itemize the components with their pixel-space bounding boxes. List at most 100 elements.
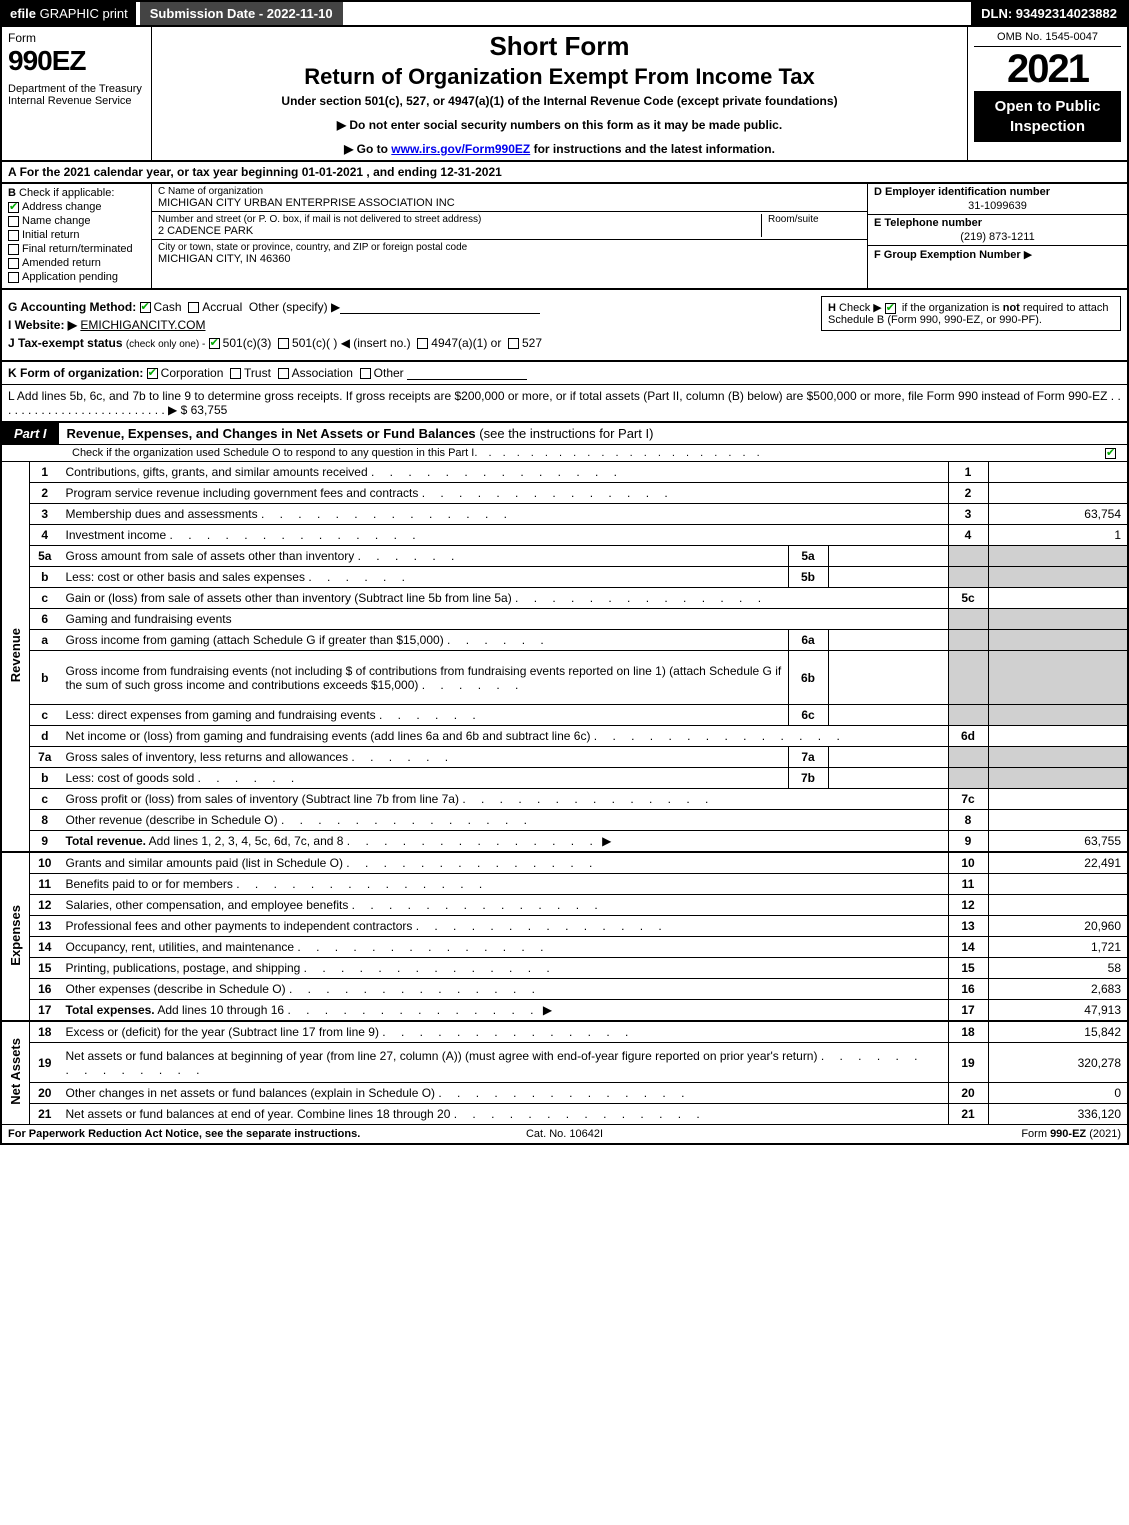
form-number: 990EZ: [8, 45, 145, 77]
line-number: 11: [30, 874, 60, 895]
k-label: K Form of organization:: [8, 366, 143, 380]
line-amt-col: [988, 567, 1128, 588]
chk-name-change[interactable]: Name change: [8, 215, 145, 227]
line-desc: Less: cost or other basis and sales expe…: [60, 567, 789, 588]
k-trust-checkbox[interactable]: [230, 368, 241, 379]
line-number: c: [30, 705, 60, 726]
irs-link[interactable]: www.irs.gov/Form990EZ: [391, 142, 530, 156]
chk-initial-return[interactable]: Initial return: [8, 229, 145, 241]
k-opt-0: Corporation: [161, 366, 224, 380]
j-opt2: 501(c)( ) ◀ (insert no.): [292, 336, 411, 350]
line-desc: Gross income from fundraising events (no…: [60, 651, 789, 705]
line-row: bLess: cost or other basis and sales exp…: [1, 567, 1128, 588]
k-other-checkbox[interactable]: [360, 368, 371, 379]
part1-subline: Check if the organization used Schedule …: [0, 445, 1129, 462]
c-name-cell: C Name of organization MICHIGAN CITY URB…: [152, 184, 867, 212]
k-corp-checkbox[interactable]: [147, 368, 158, 379]
h-checkbox[interactable]: [885, 303, 896, 314]
chk-final-return[interactable]: Final return/terminated: [8, 243, 145, 255]
line-row: 7aGross sales of inventory, less returns…: [1, 747, 1128, 768]
line-row: 8Other revenue (describe in Schedule O) …: [1, 810, 1128, 831]
sub-value[interactable]: [828, 567, 948, 588]
g-label: G Accounting Method:: [8, 300, 136, 314]
line-num-col: 7c: [948, 789, 988, 810]
j-opt3: 4947(a)(1) or: [431, 336, 501, 350]
sub-value[interactable]: [828, 768, 948, 789]
room-suite-label: Room/suite: [768, 214, 861, 225]
chk-application-pending[interactable]: Application pending: [8, 271, 145, 283]
part1-title-text: Revenue, Expenses, and Changes in Net As…: [67, 426, 476, 441]
sub-label: 6a: [788, 630, 828, 651]
under-section: Under section 501(c), 527, or 4947(a)(1)…: [160, 94, 959, 108]
part1-sub-text: Check if the organization used Schedule …: [72, 447, 474, 459]
page-footer: For Paperwork Reduction Act Notice, see …: [0, 1125, 1129, 1145]
sub-value[interactable]: [828, 705, 948, 726]
checkbox-icon[interactable]: [8, 216, 19, 227]
sub-value[interactable]: [828, 747, 948, 768]
line-row: 15Printing, publications, postage, and s…: [1, 958, 1128, 979]
checkbox-icon[interactable]: [8, 272, 19, 283]
h-text1: Check ▶: [839, 302, 882, 314]
line-row: 11Benefits paid to or for members . . . …: [1, 874, 1128, 895]
line-amt-col: [988, 588, 1128, 609]
checkbox-icon[interactable]: [8, 202, 19, 213]
line-row: 2Program service revenue including gover…: [1, 483, 1128, 504]
g-other-input[interactable]: [340, 300, 540, 314]
bullet2-prefix: ▶ Go to: [344, 142, 391, 156]
line-num-col: 6d: [948, 726, 988, 747]
row-a-label: A: [8, 165, 16, 179]
line-amt-col: [988, 789, 1128, 810]
j-527-checkbox[interactable]: [508, 338, 519, 349]
line-amt-col: 2,683: [988, 979, 1128, 1000]
top-bar: efile GRAPHIC print Submission Date - 20…: [0, 0, 1129, 27]
header-left: Form 990EZ Department of the Treasury In…: [2, 27, 152, 160]
line-row: aGross income from gaming (attach Schedu…: [1, 630, 1128, 651]
checkbox-icon[interactable]: [8, 230, 19, 241]
line-number: 18: [30, 1021, 60, 1043]
line-num-col: [948, 546, 988, 567]
line-desc: Gaming and fundraising events: [60, 609, 949, 630]
chk-label: Address change: [22, 201, 102, 213]
sub-value[interactable]: [828, 630, 948, 651]
g-cash-checkbox[interactable]: [140, 302, 151, 313]
g-other: Other (specify) ▶: [249, 300, 340, 314]
line-amt-col: [988, 726, 1128, 747]
line-row: 17Total expenses. Add lines 10 through 1…: [1, 1000, 1128, 1022]
checkbox-icon[interactable]: [8, 244, 19, 255]
line-num-col: 19: [948, 1043, 988, 1083]
line-desc: Salaries, other compensation, and employ…: [60, 895, 949, 916]
sub-value[interactable]: [828, 546, 948, 567]
j-501c-checkbox[interactable]: [278, 338, 289, 349]
bullet2-suffix: for instructions and the latest informat…: [530, 142, 775, 156]
line-amt-col: [988, 895, 1128, 916]
b-label: B: [8, 187, 16, 199]
line-row: Revenue1Contributions, gifts, grants, an…: [1, 462, 1128, 483]
k-other-input[interactable]: [407, 366, 527, 380]
k-assoc-checkbox[interactable]: [278, 368, 289, 379]
checkbox-icon[interactable]: [8, 258, 19, 269]
line-num-col: 13: [948, 916, 988, 937]
chk-address-change[interactable]: Address change: [8, 201, 145, 213]
line-desc: Excess or (deficit) for the year (Subtra…: [60, 1021, 949, 1043]
line-number: 7a: [30, 747, 60, 768]
line-desc: Grants and similar amounts paid (list in…: [60, 852, 949, 874]
part1-sub-checkbox[interactable]: [1105, 448, 1116, 459]
chk-amended-return[interactable]: Amended return: [8, 257, 145, 269]
footer-right-suffix: (2021): [1086, 1128, 1121, 1140]
line-number: 3: [30, 504, 60, 525]
line-desc: Less: cost of goods sold . . . . . .: [60, 768, 789, 789]
header-center: Short Form Return of Organization Exempt…: [152, 27, 967, 160]
j-501c3-checkbox[interactable]: [209, 338, 220, 349]
line-row: cGain or (loss) from sale of assets othe…: [1, 588, 1128, 609]
g-accrual-checkbox[interactable]: [188, 302, 199, 313]
j-4947-checkbox[interactable]: [417, 338, 428, 349]
line-number: 4: [30, 525, 60, 546]
chk-label: Application pending: [22, 271, 118, 283]
line-row: 12Salaries, other compensation, and empl…: [1, 895, 1128, 916]
dln-label: DLN: 93492314023882: [971, 2, 1127, 25]
line-num-col: [948, 651, 988, 705]
department-label: Department of the Treasury Internal Reve…: [8, 83, 145, 107]
line-number: 12: [30, 895, 60, 916]
phone-value: (219) 873-1211: [874, 231, 1121, 243]
sub-value[interactable]: [828, 651, 948, 705]
